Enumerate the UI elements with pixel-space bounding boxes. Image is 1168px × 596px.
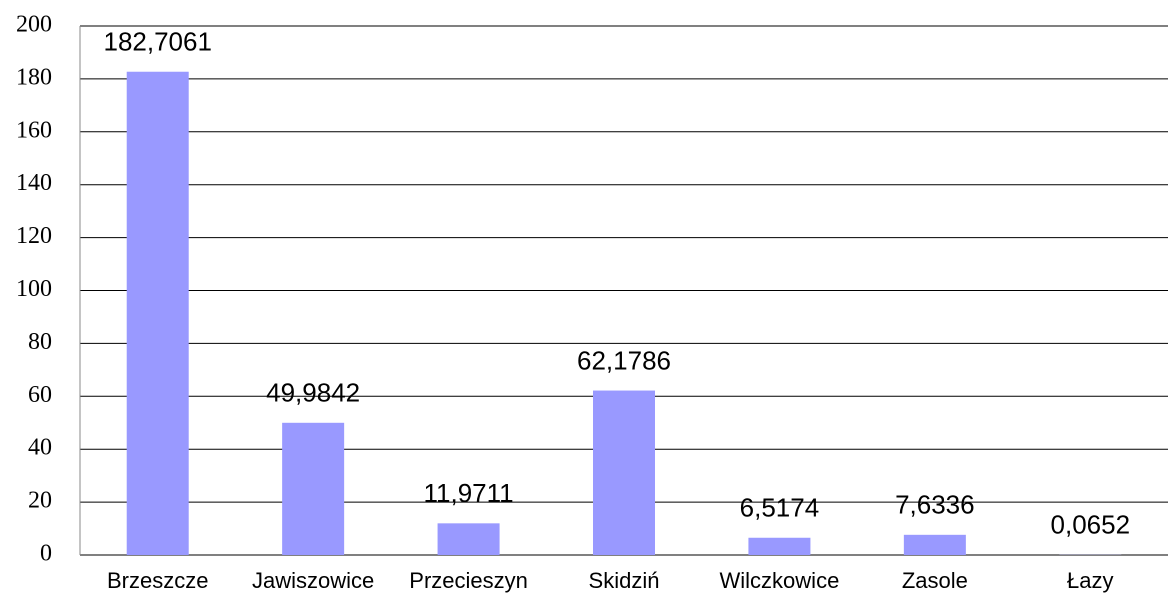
value-label: 182,7061 xyxy=(103,27,211,57)
y-tick-label: 160 xyxy=(16,117,52,143)
y-tick-label: 80 xyxy=(28,329,52,355)
value-label: 62,1786 xyxy=(577,345,671,375)
bar xyxy=(748,537,811,555)
x-tick-label: Jawiszowice xyxy=(252,568,374,593)
value-label: 49,9842 xyxy=(266,378,360,408)
y-tick-label: 0 xyxy=(40,541,52,567)
y-tick-label: 120 xyxy=(16,223,52,249)
bar xyxy=(593,390,655,555)
value-label: 0,0652 xyxy=(1051,510,1131,540)
bar xyxy=(903,534,966,555)
y-tick-label: 200 xyxy=(16,12,52,38)
value-label: 7,6336 xyxy=(895,490,975,520)
x-tick-label: Zasole xyxy=(902,568,968,593)
x-tick-label: Brzeszcze xyxy=(107,568,208,593)
y-tick-label: 60 xyxy=(28,382,52,408)
y-tick-label: 100 xyxy=(16,276,52,302)
y-tick-label: 140 xyxy=(16,170,52,196)
x-tick-label: Wilczkowice xyxy=(720,568,840,593)
y-tick-label: 20 xyxy=(28,488,52,514)
value-label: 11,9711 xyxy=(424,478,514,508)
x-tick-label: Łazy xyxy=(1067,568,1113,593)
bar xyxy=(437,523,500,555)
bar xyxy=(282,422,345,555)
y-tick-label: 40 xyxy=(28,435,52,461)
value-label: 6,5174 xyxy=(740,493,820,523)
bar xyxy=(126,71,189,555)
y-tick-label: 180 xyxy=(16,64,52,90)
x-tick-label: Przecieszyn xyxy=(409,568,528,593)
x-tick-label: Skidziń xyxy=(589,568,660,593)
